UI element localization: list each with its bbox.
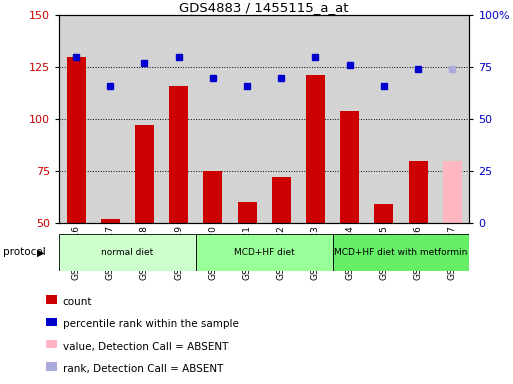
Bar <box>196 15 230 223</box>
Bar <box>306 76 325 223</box>
Text: rank, Detection Call = ABSENT: rank, Detection Call = ABSENT <box>63 364 223 374</box>
Bar <box>443 161 462 223</box>
Title: GDS4883 / 1455115_a_at: GDS4883 / 1455115_a_at <box>180 1 349 14</box>
Bar <box>230 15 264 223</box>
Bar <box>435 15 469 223</box>
Bar <box>135 125 154 223</box>
Bar <box>272 177 291 223</box>
Text: normal diet: normal diet <box>101 248 153 257</box>
Bar <box>340 111 359 223</box>
Bar <box>374 204 393 223</box>
Bar <box>127 15 162 223</box>
Bar <box>204 171 222 223</box>
Bar <box>299 15 332 223</box>
Bar <box>238 202 256 223</box>
Text: MCD+HF diet: MCD+HF diet <box>234 248 294 257</box>
Bar <box>162 15 196 223</box>
Bar <box>169 86 188 223</box>
Text: value, Detection Call = ABSENT: value, Detection Call = ABSENT <box>63 342 228 352</box>
Bar <box>196 234 332 271</box>
Bar <box>264 15 299 223</box>
Text: count: count <box>63 297 92 307</box>
Text: MCD+HF diet with metformin: MCD+HF diet with metformin <box>334 248 468 257</box>
Bar <box>332 15 367 223</box>
Bar <box>101 218 120 223</box>
Bar <box>367 15 401 223</box>
Text: ▶: ▶ <box>37 247 45 258</box>
Bar <box>332 234 469 271</box>
Bar <box>93 15 127 223</box>
Text: protocol: protocol <box>3 247 45 258</box>
Text: percentile rank within the sample: percentile rank within the sample <box>63 319 239 329</box>
Bar <box>67 57 86 223</box>
Bar <box>59 234 196 271</box>
Bar <box>401 15 435 223</box>
Bar <box>59 15 93 223</box>
Bar <box>409 161 427 223</box>
